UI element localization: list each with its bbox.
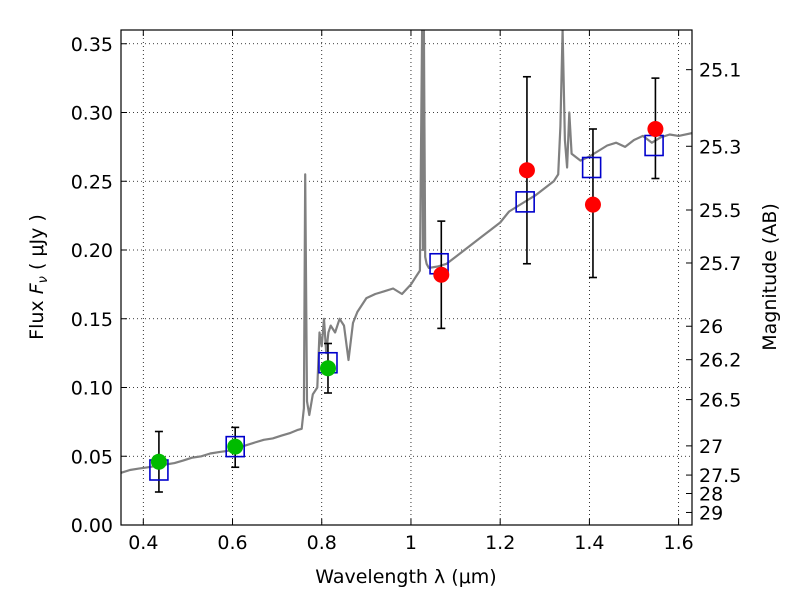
model-square-marker bbox=[515, 191, 535, 213]
x-tick-label: 0.6 bbox=[217, 532, 247, 554]
x-tick-label: 0.4 bbox=[128, 532, 158, 554]
errorbar-layer bbox=[154, 75, 660, 493]
y-tick-label: 0.15 bbox=[71, 309, 113, 331]
magnitude-tick-label: 26.5 bbox=[699, 390, 741, 412]
observed_optical-marker bbox=[227, 438, 244, 455]
x-tick-label: 0.8 bbox=[307, 532, 337, 554]
magnitude-tick-label: 29 bbox=[699, 502, 723, 524]
observed_nir-marker bbox=[518, 162, 535, 179]
x-tick-label: 1 bbox=[405, 532, 417, 554]
x-tick-label: 1.2 bbox=[485, 532, 515, 554]
magnitude-tick-label: 26.2 bbox=[699, 350, 741, 372]
y-tick-label: 0.35 bbox=[71, 34, 113, 56]
x-axis-label: Wavelength λ (μm) bbox=[315, 566, 496, 588]
spectrum-line bbox=[121, 30, 692, 474]
observed_optical-marker bbox=[150, 453, 167, 470]
x-tick-label: 1.4 bbox=[574, 532, 604, 554]
plot-area bbox=[121, 30, 692, 493]
model-square-marker bbox=[225, 435, 245, 458]
magnitude-tick-label: 25.5 bbox=[699, 200, 741, 222]
magnitude-tick-label: 28 bbox=[699, 483, 723, 505]
y2-axis-label: Magnitude (AB) bbox=[759, 203, 781, 351]
y-tick-label: 0.10 bbox=[71, 378, 113, 400]
y-tick-label: 0.20 bbox=[71, 240, 113, 262]
observed_nir-marker bbox=[433, 266, 450, 283]
magnitude-tick-label: 25.7 bbox=[699, 253, 741, 275]
magnitude-tick-label: 25.3 bbox=[699, 136, 741, 158]
magnitude-tick-label: 27.5 bbox=[699, 465, 741, 487]
spectrum-layer bbox=[121, 30, 692, 474]
y-axis-label: Flux Fν ( μJy ) bbox=[26, 214, 51, 340]
y-tick-label: 0.25 bbox=[71, 171, 113, 193]
magnitude-tick-label: 27 bbox=[699, 436, 723, 458]
magnitude-tick-label: 26 bbox=[699, 316, 723, 338]
y-tick-label: 0.00 bbox=[71, 515, 113, 537]
tick-labels: 0.4 0.6 0.8 1 1.2 1.4 1.6 0.00 0.05 0.10 0.15 0.20 0… bbox=[71, 34, 742, 554]
tick-marks bbox=[121, 30, 692, 526]
observed_optical-marker bbox=[319, 360, 336, 377]
plot-frame bbox=[120, 29, 693, 526]
model-square-marker bbox=[581, 156, 602, 179]
magnitude-tick-label: 25.1 bbox=[699, 60, 741, 82]
observed_nir-marker bbox=[647, 121, 664, 137]
observed_nir-marker bbox=[584, 196, 601, 213]
x-tick-label: 1.6 bbox=[664, 532, 694, 554]
observed-point-layer bbox=[150, 121, 664, 470]
y-tick-label: 0.30 bbox=[71, 103, 113, 125]
y-tick-label: 0.05 bbox=[71, 446, 113, 468]
grid-lines bbox=[121, 30, 692, 526]
model-square-layer bbox=[149, 134, 664, 481]
